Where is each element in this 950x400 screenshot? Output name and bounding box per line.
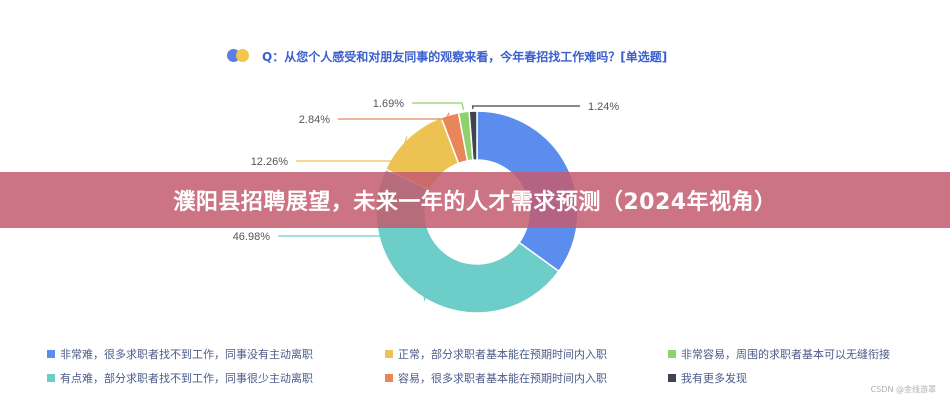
legend-label: 我有更多发现 bbox=[681, 372, 747, 385]
data-label-5: 1.24% bbox=[588, 101, 619, 113]
legend-label: 有点难，部分求职者找不到工作，同事很少主动离职 bbox=[60, 372, 313, 385]
chart-legend: 非常难，很多求职者找不到工作，同事没有主动离职 正常，部分求职者基本能在预期时间… bbox=[0, 344, 950, 390]
csdn-watermark: CSDN @金线游罩 bbox=[870, 385, 936, 394]
legend-swatch bbox=[385, 350, 393, 358]
legend-swatch bbox=[47, 374, 55, 382]
banner-title: 濮阳县招聘展望，未来一年的人才需求预测（2024年视角） bbox=[173, 190, 777, 215]
leader-line-3 bbox=[338, 112, 450, 120]
leader-line-1 bbox=[278, 235, 426, 301]
legend-item-very-easy: 非常容易，周围的求职者基本可以无缝衔接 bbox=[668, 346, 890, 362]
question-title: Q：从您个人感受和对朋友同事的观察来看，今年春招找工作难吗？[单选题] bbox=[262, 50, 668, 64]
legend-item-somewhat-hard: 有点难，部分求职者找不到工作，同事很少主动离职 bbox=[47, 370, 313, 386]
legend-swatch bbox=[668, 350, 676, 358]
legend-label: 正常，部分求职者基本能在预期时间内入职 bbox=[398, 348, 607, 361]
legend-item-normal: 正常，部分求职者基本能在预期时间内入职 bbox=[385, 346, 607, 362]
data-label-2: 12.26% bbox=[251, 156, 289, 168]
legend-label: 非常难，很多求职者找不到工作，同事没有主动离职 bbox=[60, 348, 313, 361]
leader-line-2 bbox=[296, 136, 408, 162]
data-label-3: 2.84% bbox=[299, 114, 330, 126]
legend-item-easy: 容易，很多求职者基本能在预期时间内入职 bbox=[385, 370, 607, 386]
legend-swatch bbox=[668, 374, 676, 382]
legend-label: 容易，很多求职者基本能在预期时间内入职 bbox=[398, 372, 607, 385]
legend-item-more-findings: 我有更多发现 bbox=[668, 370, 747, 386]
question-dot-yellow bbox=[236, 49, 249, 62]
data-label-4: 1.69% bbox=[373, 98, 404, 110]
legend-label: 非常容易，周围的求职者基本可以无缝衔接 bbox=[681, 348, 890, 361]
data-label-1: 46.98% bbox=[233, 231, 271, 243]
title-banner: 濮阳县招聘展望，未来一年的人才需求预测（2024年视角） bbox=[0, 172, 950, 228]
leader-line-4 bbox=[412, 102, 465, 111]
legend-swatch bbox=[385, 374, 393, 382]
leader-line-5 bbox=[471, 105, 580, 110]
legend-item-very-hard: 非常难，很多求职者找不到工作，同事没有主动离职 bbox=[47, 346, 313, 362]
legend-swatch bbox=[47, 350, 55, 358]
donut-slice-5 bbox=[468, 110, 478, 161]
